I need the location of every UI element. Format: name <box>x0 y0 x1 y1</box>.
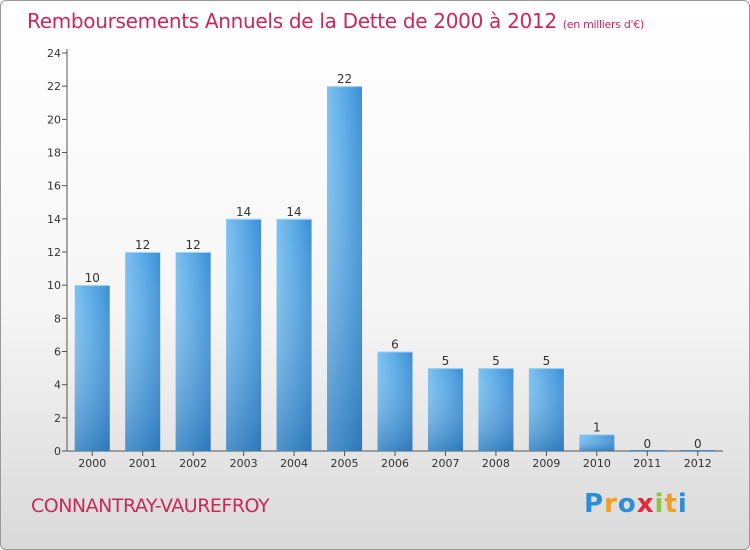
x-tick-label: 2010 <box>583 457 611 470</box>
x-tick-label: 2004 <box>280 457 308 470</box>
x-tick-label: 2011 <box>633 457 661 470</box>
x-tick-label: 2007 <box>431 457 459 470</box>
bar-shade <box>74 285 110 451</box>
x-tick-label: 2006 <box>381 457 409 470</box>
chart-unit-note: (en milliers d'€) <box>562 18 644 31</box>
bar-shade <box>377 351 413 451</box>
x-tick-label: 2000 <box>78 457 106 470</box>
y-tick-label: 0 <box>54 445 61 458</box>
bar-shade <box>427 368 463 451</box>
data-label: 1 <box>593 420 601 434</box>
bar-shade <box>125 252 161 451</box>
y-tick-label: 24 <box>47 47 61 60</box>
x-tick-label: 2005 <box>331 457 359 470</box>
y-tick-label: 12 <box>47 246 61 259</box>
data-label: 14 <box>236 205 251 219</box>
logo-letter: i <box>654 489 665 519</box>
data-label: 6 <box>391 338 399 352</box>
data-label: 22 <box>337 72 352 86</box>
data-label: 5 <box>492 354 500 368</box>
data-label: 5 <box>442 354 450 368</box>
data-label: 0 <box>694 437 702 451</box>
y-tick-label: 10 <box>47 279 61 292</box>
data-label: 10 <box>85 271 100 285</box>
bar-shade <box>175 252 211 451</box>
x-tick-label: 2012 <box>684 457 712 470</box>
data-label: 12 <box>135 238 150 252</box>
y-tick-label: 20 <box>47 113 61 126</box>
bar-shade <box>579 434 615 451</box>
x-tick-label: 2002 <box>179 457 207 470</box>
logo-letter: o <box>617 489 637 519</box>
y-tick-label: 22 <box>47 80 61 93</box>
data-label: 12 <box>186 238 201 252</box>
y-tick-label: 8 <box>54 312 61 325</box>
y-tick-label: 2 <box>54 412 61 425</box>
logo-letter: i <box>677 489 688 519</box>
logo-letter: x <box>636 489 655 519</box>
y-tick-label: 6 <box>54 346 61 359</box>
y-tick-label: 16 <box>47 180 61 193</box>
chart-title: Remboursements Annuels de la Dette de 20… <box>27 9 644 33</box>
x-tick-label: 2001 <box>129 457 157 470</box>
data-label: 14 <box>286 205 301 219</box>
x-tick-label: 2008 <box>482 457 510 470</box>
commune-name: CONNANTRAY-VAUREFROY <box>31 495 270 517</box>
bar-shade <box>226 218 262 451</box>
chart-title-text: Remboursements Annuels de la Dette de 20… <box>27 9 557 33</box>
y-tick-label: 4 <box>54 379 61 392</box>
bar-shade <box>528 368 564 451</box>
logo-letter: r <box>604 489 618 519</box>
x-tick-label: 2009 <box>532 457 560 470</box>
logo-letter: P <box>584 489 605 519</box>
data-label: 0 <box>643 437 651 451</box>
y-tick-label: 14 <box>47 213 61 226</box>
bar-shade <box>276 218 312 451</box>
x-tick-label: 2003 <box>230 457 258 470</box>
data-label: 5 <box>543 354 551 368</box>
y-tick-label: 18 <box>47 147 61 160</box>
logo-letter: t <box>664 489 678 519</box>
bar-shade <box>327 86 363 452</box>
bar-shade <box>478 368 514 451</box>
proxiti-logo: Proxiti <box>584 489 688 519</box>
